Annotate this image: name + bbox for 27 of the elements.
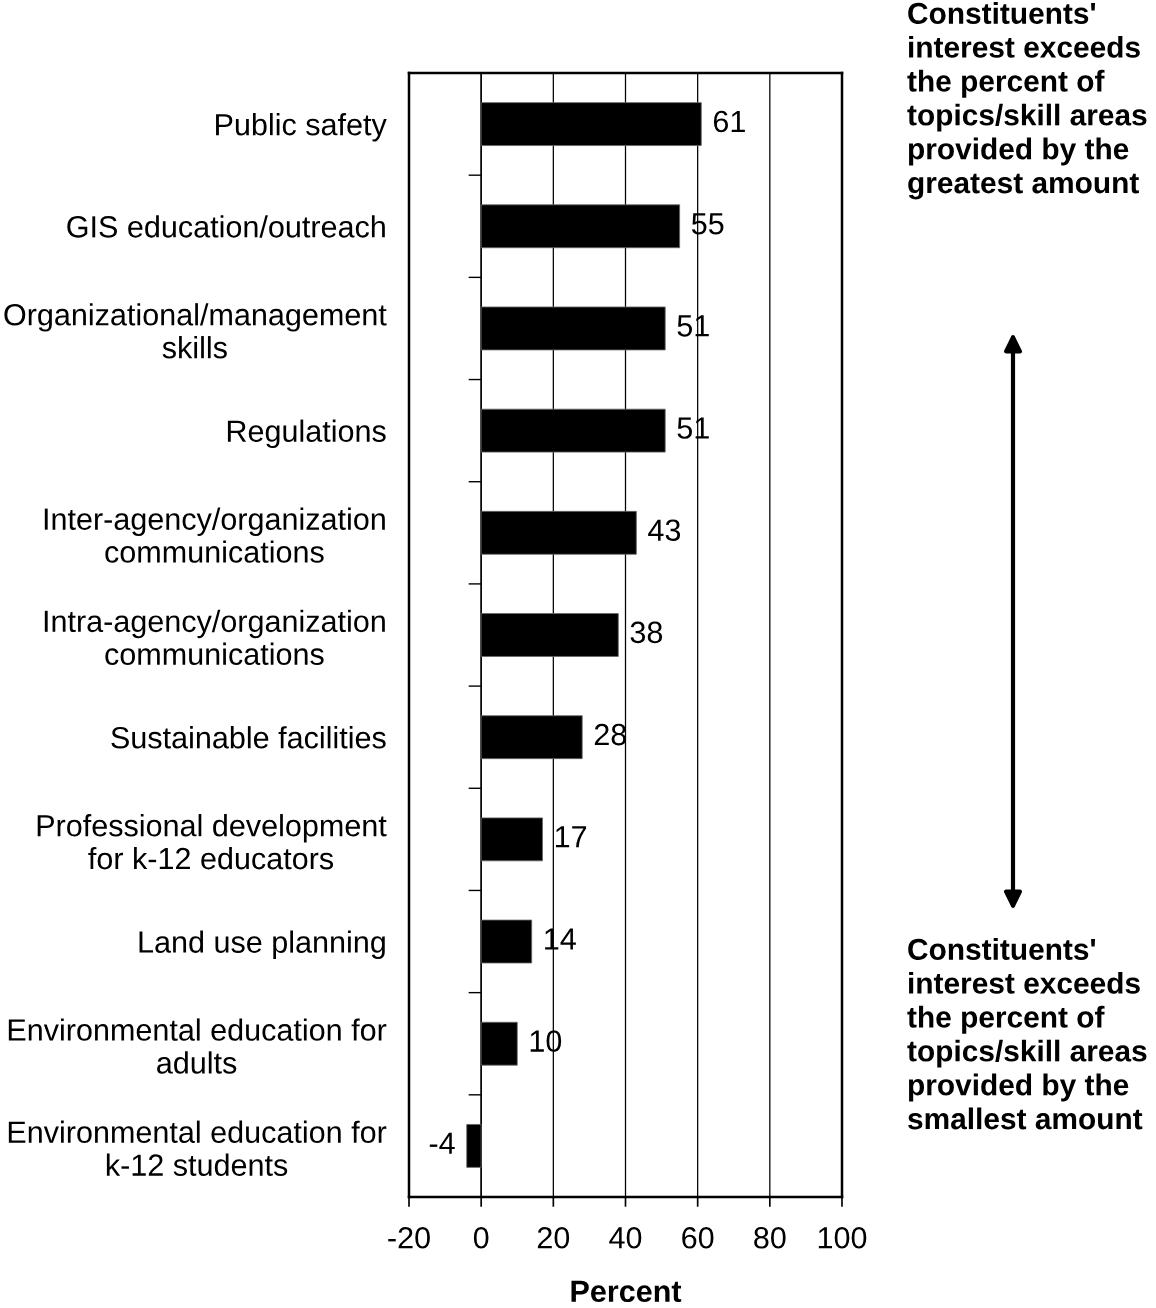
y-tick-label: Public safety	[216, 113, 387, 142]
y-tick-label: Regulations	[227, 419, 386, 449]
data-label: 17	[555, 826, 587, 848]
y-tick-label: Intra-agency/organization communications	[44, 609, 385, 666]
x-tick-label: 60	[682, 1226, 714, 1249]
y-tick-label: Inter-agency/organization communications	[44, 507, 385, 563]
x-tick-label: 100	[818, 1226, 867, 1249]
x-tick-label: 40	[609, 1226, 642, 1249]
y-tick-label: Professional development for k-12 educators	[37, 814, 387, 870]
x-axis-title: Percent	[571, 1280, 682, 1303]
data-label: 61	[713, 110, 745, 133]
y-tick-label: Sustainable facilities	[111, 726, 386, 749]
text: Constituents' interest exceeds the percent of topics/skill areas provided by the smallest amount	[907, 938, 1147, 1130]
y-tick-label: Organizational/management skills	[4, 303, 387, 359]
text: Constituents' interest exceeds the percent of topics/skill areas provided by the greatest amount	[907, 2, 1147, 200]
y-tick-label: Land use planning	[139, 930, 385, 959]
x-tick-label: 20	[537, 1226, 570, 1249]
y-tick-label: Environmental education for adults	[8, 1018, 387, 1074]
y-tick-label: GIS education/outreach	[67, 215, 385, 238]
data-label: 43	[648, 519, 681, 542]
data-label: -4	[429, 1132, 455, 1154]
x-tick-label: 0	[473, 1226, 489, 1249]
data-label: 28	[594, 723, 626, 746]
x-tick-label: 80	[754, 1226, 786, 1249]
y-tick-label: Environmental education for k-12 students	[8, 1120, 387, 1176]
x-tick-label: -20	[388, 1226, 430, 1249]
data-label: 38	[630, 621, 663, 644]
